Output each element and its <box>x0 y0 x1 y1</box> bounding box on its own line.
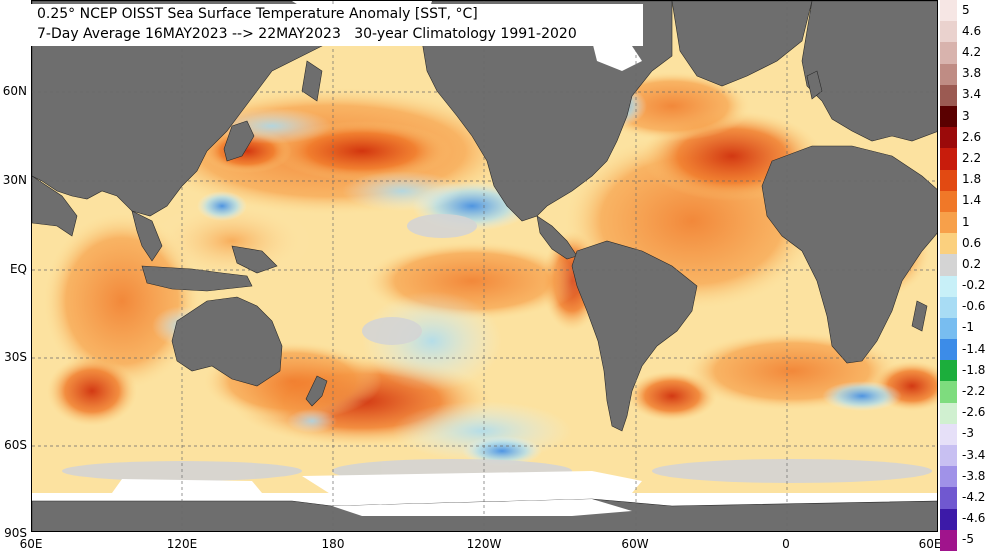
asia-landmass <box>32 1 333 217</box>
colorbar-swatch <box>940 21 957 43</box>
colorbar-swatch <box>940 169 957 192</box>
colorbar-tick-label: -5 <box>962 532 974 547</box>
europe-landmass <box>801 1 937 142</box>
colorbar-swatch <box>940 190 957 213</box>
colorbar-swatch <box>940 381 957 404</box>
colorbar-swatch <box>940 148 957 171</box>
colorbar <box>940 0 957 551</box>
map-canvas <box>32 1 937 531</box>
colorbar-tick-label: 3 <box>962 108 970 123</box>
colorbar-swatch <box>940 211 957 234</box>
map-title: 0.25° NCEP OISST Sea Surface Temperature… <box>37 6 478 22</box>
lon-label-120e: 120E <box>166 537 198 551</box>
colorbar-swatch <box>940 254 957 276</box>
lat-label-90s: 90S <box>4 526 27 540</box>
colorbar-swatch <box>940 466 957 488</box>
colorbar-swatch <box>940 63 957 86</box>
colorbar-swatch <box>940 42 957 65</box>
colorbar-tick-label: 2.6 <box>962 129 982 144</box>
colorbar-tick-label: -3 <box>962 426 974 441</box>
greenland-landmass <box>671 1 813 87</box>
lon-label-120w: 120W <box>466 537 502 551</box>
colorbar-swatch <box>940 487 957 510</box>
lon-label-60w: 60W <box>621 537 649 551</box>
lat-label-eq: EQ <box>9 262 27 276</box>
map-subtitle: 7-Day Average 16MAY2023 --> 22MAY2023 30… <box>37 26 577 42</box>
colorbar-swatch <box>940 360 957 382</box>
africa-landmass <box>761 145 937 364</box>
colorbar-swatch <box>940 445 957 467</box>
map-title-box: 0.25° NCEP OISST Sea Surface Temperature… <box>31 4 643 46</box>
lat-label-30s: 30S <box>4 350 27 364</box>
colorbar-swatch <box>940 127 957 149</box>
colorbar-tick-label: 5 <box>962 2 970 17</box>
colorbar-tick-label: -1 <box>962 320 974 335</box>
australia-landmass <box>171 296 283 387</box>
colorbar-tick-label: -4.6 <box>962 511 986 526</box>
colorbar-tick-label: -4.2 <box>962 490 986 505</box>
lat-label-30n: 30N <box>2 173 27 187</box>
graticule <box>32 1 937 531</box>
colorbar-tick-label: 1.8 <box>962 172 982 187</box>
colorbar-tick-label: -1.8 <box>962 362 986 377</box>
colorbar-swatch <box>940 508 957 531</box>
colorbar-tick-label: 0.6 <box>962 235 982 250</box>
colorbar-tick-label: -0.6 <box>962 299 986 314</box>
colorbar-swatch <box>940 105 957 128</box>
lon-label-0: 0 <box>782 537 790 551</box>
lat-label-60s: 60S <box>4 438 27 452</box>
colorbar-tick-label: 4.6 <box>962 23 982 38</box>
colorbar-tick-label: -0.2 <box>962 278 986 293</box>
colorbar-swatch <box>940 275 957 298</box>
colorbar-swatch <box>940 0 957 22</box>
colorbar-swatch <box>940 423 957 446</box>
colorbar-swatch <box>940 233 957 255</box>
colorbar-tick-label: 2.2 <box>962 150 982 165</box>
lon-label-60e-right: 60E <box>918 537 942 551</box>
south-america-landmass <box>571 240 698 432</box>
colorbar-tick-label: 1 <box>962 214 970 229</box>
lon-label-180: 180 <box>321 537 345 551</box>
colorbar-swatch <box>940 402 957 425</box>
colorbar-swatch <box>940 339 957 361</box>
colorbar-tick-label: 4.2 <box>962 44 982 59</box>
colorbar-swatch <box>940 84 957 107</box>
lon-label-60e: 60E <box>19 537 43 551</box>
colorbar-tick-label: -2.2 <box>962 384 986 399</box>
colorbar-swatch <box>940 296 957 319</box>
colorbar-tick-label: 1.4 <box>962 193 982 208</box>
colorbar-tick-label: 3.8 <box>962 66 982 81</box>
colorbar-tick-label: 0.2 <box>962 256 982 271</box>
colorbar-tick-label: -2.6 <box>962 405 986 420</box>
colorbar-tick-label: -3.4 <box>962 447 986 462</box>
colorbar-swatch <box>940 317 957 340</box>
colorbar-tick-label: -3.8 <box>962 468 986 483</box>
sst-anomaly-map <box>31 0 938 532</box>
lat-label-60n: 60N <box>2 84 27 98</box>
colorbar-swatch <box>940 529 957 551</box>
colorbar-tick-label: -1.4 <box>962 341 986 356</box>
colorbar-tick-label: 3.4 <box>962 87 982 102</box>
